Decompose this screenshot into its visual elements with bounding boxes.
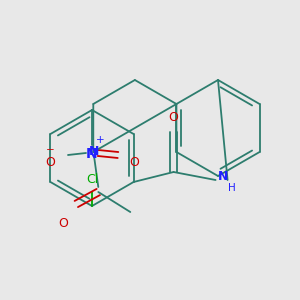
Text: H: H [228,183,235,193]
Text: O: O [169,111,178,124]
Text: −: − [46,145,55,155]
Text: Cl: Cl [86,173,98,186]
Text: N: N [86,147,98,161]
Text: N: N [89,146,100,158]
Text: O: O [129,157,139,169]
Text: +: + [96,135,104,145]
Text: O: O [45,157,55,169]
Text: O: O [58,217,68,230]
Text: N: N [218,170,228,184]
